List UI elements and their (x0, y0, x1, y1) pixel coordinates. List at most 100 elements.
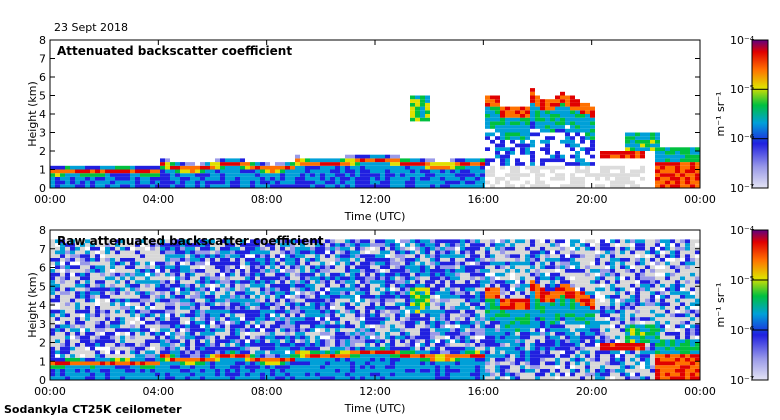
heatmap-cell (380, 257, 385, 262)
heatmap-cell (215, 346, 220, 351)
heatmap-cell (75, 328, 80, 332)
heatmap-cell (75, 361, 80, 366)
heatmap-cell (165, 298, 170, 303)
heatmap-cell (470, 339, 475, 343)
heatmap-cell (115, 239, 120, 244)
heatmap-cell (225, 376, 230, 380)
heatmap-cell (60, 350, 65, 355)
heatmap-cell (80, 368, 85, 373)
heatmap-cell (375, 298, 380, 303)
heatmap-cell (395, 169, 400, 174)
heatmap-cell (325, 306, 330, 310)
heatmap-cell (120, 354, 125, 358)
heatmap-cell (255, 361, 260, 366)
heatmap-cell (325, 180, 330, 185)
heatmap-cell (495, 354, 500, 358)
heatmap-cell (205, 335, 210, 340)
heatmap-cell (560, 128, 565, 133)
heatmap-cell (290, 294, 295, 299)
heatmap-cell (490, 280, 495, 284)
heatmap-cell (265, 324, 270, 329)
heatmap-cell (50, 350, 55, 355)
heatmap-cell (215, 173, 220, 177)
heatmap-cell (465, 331, 470, 336)
heatmap-cell (670, 162, 675, 166)
heatmap-cell (385, 176, 390, 181)
heatmap-cell (255, 331, 260, 336)
heatmap-cell (555, 99, 560, 103)
heatmap-cell (280, 257, 285, 262)
heatmap-cell (190, 294, 195, 299)
heatmap-cell (335, 180, 340, 185)
heatmap-cell (530, 88, 535, 92)
heatmap-cell (225, 354, 230, 358)
heatmap-cell (315, 272, 320, 277)
heatmap-cell (60, 372, 65, 377)
heatmap-cell (670, 184, 675, 188)
heatmap-cell (245, 250, 250, 255)
heatmap-cell (240, 350, 245, 355)
heatmap-cell (550, 306, 555, 310)
heatmap-cell (520, 184, 525, 188)
heatmap-cell (620, 151, 625, 155)
heatmap-cell (410, 106, 415, 111)
heatmap-cell (535, 372, 540, 377)
heatmap-cell (170, 365, 175, 369)
heatmap-cell (690, 147, 695, 151)
heatmap-cell (340, 269, 345, 273)
heatmap-cell (470, 169, 475, 174)
heatmap-cell (380, 184, 385, 188)
heatmap-cell (130, 265, 135, 269)
heatmap-cell (210, 176, 215, 181)
heatmap-cell (80, 176, 85, 181)
heatmap-cell (395, 313, 400, 318)
heatmap-cell (520, 287, 525, 292)
heatmap-cell (70, 350, 75, 355)
heatmap-cell (345, 328, 350, 332)
heatmap-cell (60, 265, 65, 269)
heatmap-cell (230, 239, 235, 244)
heatmap-cell (155, 261, 160, 266)
y-tick-label: 7 (39, 53, 46, 66)
heatmap-cell (170, 287, 175, 292)
heatmap-cell (530, 272, 535, 277)
heatmap-cell (80, 169, 85, 174)
heatmap-cell (195, 306, 200, 310)
heatmap-cell (230, 313, 235, 318)
heatmap-cell (175, 173, 180, 177)
heatmap-cell (680, 173, 685, 177)
heatmap-cell (265, 291, 270, 295)
heatmap-cell (355, 265, 360, 269)
heatmap-cell (395, 350, 400, 355)
heatmap-cell (270, 309, 275, 314)
heatmap-cell (175, 346, 180, 351)
heatmap-cell (160, 357, 165, 362)
heatmap-cell (370, 165, 375, 170)
heatmap-cell (105, 335, 110, 340)
heatmap-cell (55, 309, 60, 314)
heatmap-cell (130, 365, 135, 369)
heatmap-cell (65, 368, 70, 373)
heatmap-cell (345, 158, 350, 163)
heatmap-cell (485, 324, 490, 329)
heatmap-cell (410, 158, 415, 163)
heatmap-cell (315, 173, 320, 177)
heatmap-cell (400, 269, 405, 273)
heatmap-cell (435, 368, 440, 373)
heatmap-cell (105, 302, 110, 306)
heatmap-cell (130, 254, 135, 258)
heatmap-cell (475, 257, 480, 262)
heatmap-cell (345, 184, 350, 188)
heatmap-cell (300, 320, 305, 325)
heatmap-cell (200, 243, 205, 247)
heatmap-cell (415, 250, 420, 255)
heatmap-cell (415, 335, 420, 340)
heatmap-cell (305, 306, 310, 310)
heatmap-cell (505, 162, 510, 166)
heatmap-cell (235, 272, 240, 277)
heatmap-cell (640, 143, 645, 148)
heatmap-cell (70, 317, 75, 321)
heatmap-cell (170, 354, 175, 358)
heatmap-cell (500, 176, 505, 181)
heatmap-cell (445, 372, 450, 377)
